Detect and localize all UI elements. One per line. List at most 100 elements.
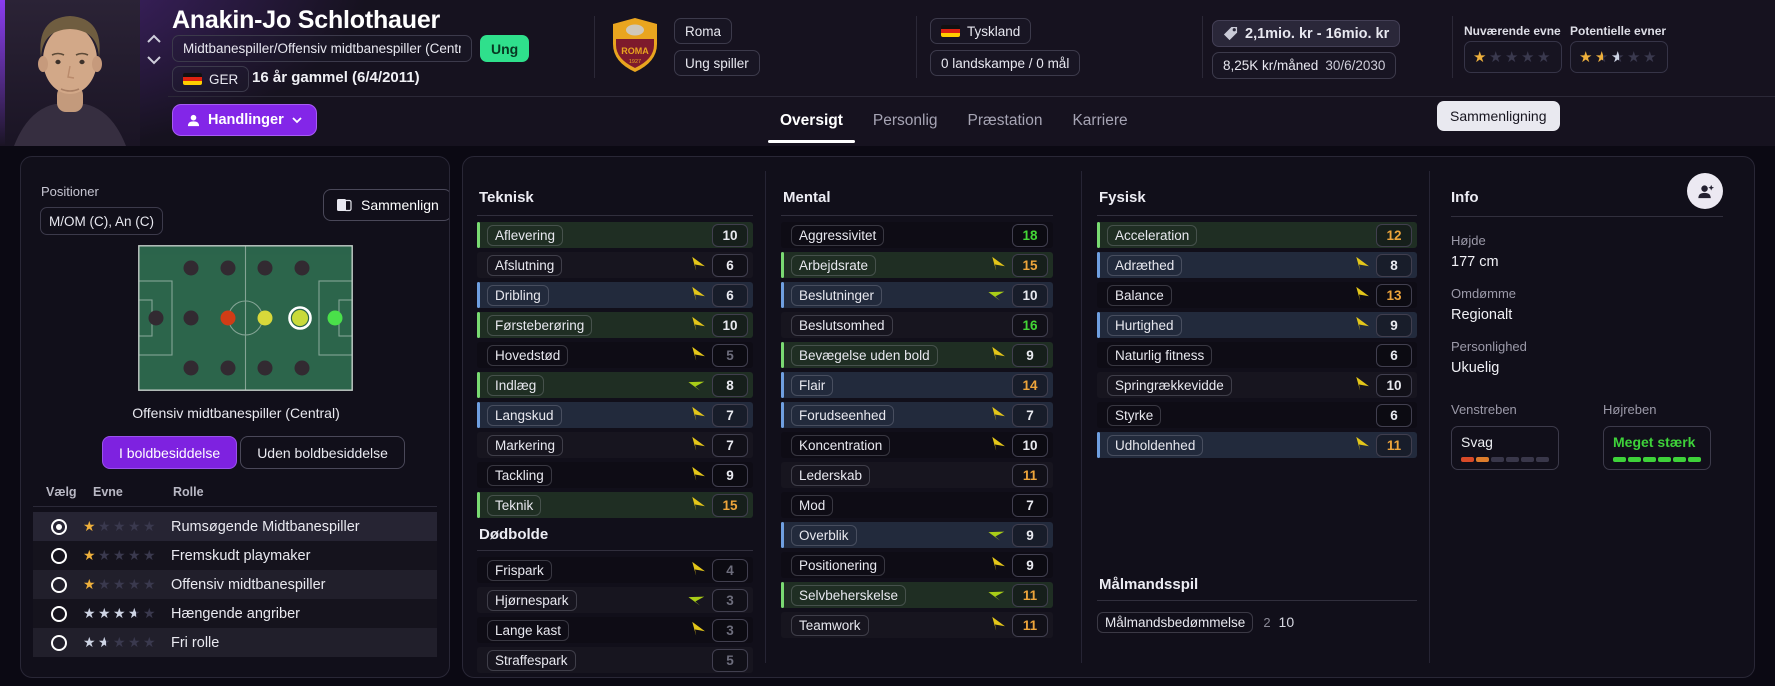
potential-ability-stars: ★ ★ ★ ★ ★ ★ ★	[1570, 41, 1668, 73]
player-header: Anakin-Jo Schlothauer Midtbanespiller/Of…	[0, 0, 1775, 146]
attribute-row[interactable]: Udholdenhed 11	[1097, 432, 1417, 458]
role-row[interactable]: ★★★★★★Fri rolle	[33, 628, 437, 657]
club-crest[interactable]: ROMA 1927	[612, 17, 658, 73]
tab-personlig[interactable]: Personlig	[872, 112, 938, 129]
trend-down-arrow-icon	[990, 556, 1006, 572]
attribute-label: Springrækkevidde	[1107, 374, 1232, 396]
attribute-row[interactable]: Tackling 9	[477, 462, 753, 488]
attribute-value: 9	[712, 463, 748, 487]
attribute-label: Aflevering	[487, 224, 564, 246]
tab-oversigt[interactable]: Oversigt	[768, 96, 855, 146]
attribute-row[interactable]: Forudseenhed 7	[781, 402, 1053, 428]
nation-chip[interactable]: Tyskland	[930, 18, 1032, 44]
transfer-value-chip[interactable]: 2,1mio. kr - 16mio. kr	[1212, 20, 1401, 47]
attribute-row[interactable]: Naturlig fitness 6	[1097, 342, 1417, 368]
attribute-row[interactable]: Lederskab 11	[781, 462, 1053, 488]
attribute-row[interactable]: Teknik 15	[477, 492, 753, 518]
actions-button[interactable]: Handlinger	[172, 104, 317, 136]
star-icon: ★	[83, 604, 96, 621]
caps-goals-chip[interactable]: 0 landskampe / 0 mål	[930, 50, 1081, 76]
player-photo	[0, 0, 140, 146]
position-chip[interactable]: Midtbanespiller/Offensiv midtbanespiller…	[172, 35, 472, 62]
attribute-row[interactable]: Afslutning 6	[477, 252, 753, 278]
attribute-row[interactable]: Hurtighed 9	[1097, 312, 1417, 338]
attribute-value: 15	[1012, 253, 1048, 277]
star-icon: ★	[113, 575, 126, 592]
comparison-button[interactable]: Sammenligning	[1437, 101, 1560, 131]
attribute-label: Positionering	[791, 554, 886, 576]
attribute-label: Indlæg	[487, 374, 545, 396]
attribute-value: 3	[712, 618, 748, 642]
role-radio-button[interactable]	[51, 518, 67, 535]
role-radio-button[interactable]	[51, 547, 67, 564]
attribute-row[interactable]: Beslutsomhed 16	[781, 312, 1053, 338]
possession-toggle-option[interactable]: Uden boldbesiddelse	[240, 436, 405, 469]
attribute-value: 10	[712, 223, 748, 247]
compare-button[interactable]: Sammenlign	[323, 189, 449, 221]
attribute-row[interactable]: Beslutninger 10	[781, 282, 1053, 308]
role-row[interactable]: ★ ★ ★ ★ ★ Offensiv midtbanespiller	[33, 570, 437, 599]
foot-strength-segment	[1506, 457, 1519, 462]
goalkeeping-row[interactable]: Målmandsbedømmelse 2 10	[1097, 609, 1417, 635]
attribute-row[interactable]: Bevægelse uden bold 9	[781, 342, 1053, 368]
attribute-row[interactable]: Styrke 6	[1097, 402, 1417, 428]
attribute-label: Markering	[487, 434, 564, 456]
attribute-row[interactable]: Hovedstød 5	[477, 342, 753, 368]
role-star-rating: ★★★★★★	[83, 605, 161, 623]
scout-report-icon[interactable]	[1687, 173, 1723, 209]
attribute-row[interactable]: Balance 13	[1097, 282, 1417, 308]
squad-status-chip[interactable]: Ung spiller	[674, 50, 760, 76]
attribute-row[interactable]: Springrækkevidde 10	[1097, 372, 1417, 398]
attribute-row[interactable]: Adræthed 8	[1097, 252, 1417, 278]
attribute-row[interactable]: Langskud 7	[477, 402, 753, 428]
role-row[interactable]: ★ ★ ★ ★ ★ Fremskudt playmaker	[33, 541, 437, 570]
star-icon: ★	[83, 575, 96, 592]
role-label: Hængende angriber	[171, 605, 300, 622]
attribute-row[interactable]: Acceleration 12	[1097, 222, 1417, 248]
attribute-row[interactable]: Aggressivitet 18	[781, 222, 1053, 248]
possession-toggle-option[interactable]: I boldbesiddelse	[102, 436, 238, 469]
attribute-row[interactable]: Lange kast 3	[477, 617, 753, 643]
price-tag-icon	[1223, 26, 1238, 41]
position-dot	[183, 310, 199, 326]
attribute-row[interactable]: Hjørnespark 3	[477, 587, 753, 613]
positions-value-chip[interactable]: M/OM (C), An (C)	[40, 207, 163, 235]
info-field: Omdømme Regionalt	[1451, 286, 1723, 323]
attribute-row[interactable]: Teamwork 11	[781, 612, 1053, 638]
club-chip[interactable]: Roma	[674, 18, 733, 44]
attribute-value: 7	[1012, 493, 1048, 517]
attribute-row[interactable]: Koncentration 10	[781, 432, 1053, 458]
star-icon: ★	[143, 517, 156, 534]
attribute-row[interactable]: Flair 14	[781, 372, 1053, 398]
star-icon: ★	[1521, 48, 1535, 66]
attribute-value: 11	[1012, 613, 1048, 637]
tab-præstation[interactable]: Præstation	[967, 112, 1043, 129]
next-player-button[interactable]	[146, 52, 166, 69]
attribute-row[interactable]: Frispark 4	[477, 557, 753, 583]
attribute-row[interactable]: Arbejdsrate 15	[781, 252, 1053, 278]
attribute-row[interactable]: Overblik 9	[781, 522, 1053, 548]
role-radio-button[interactable]	[51, 576, 67, 593]
attribute-row[interactable]: Markering 7	[477, 432, 753, 458]
attribute-row[interactable]: Selvbeherskelse 11	[781, 582, 1053, 608]
info-field-value: Ukuelig	[1451, 360, 1500, 376]
attribute-row[interactable]: Førsteberøring 10	[477, 312, 753, 338]
tab-karriere[interactable]: Karriere	[1072, 112, 1128, 129]
previous-player-button[interactable]	[146, 30, 166, 47]
attribute-row[interactable]: Positionering 9	[781, 552, 1053, 578]
attribute-row[interactable]: Aflevering 10	[477, 222, 753, 248]
role-row[interactable]: ★★★★★★ Hængende angriber	[33, 599, 437, 628]
attribute-row[interactable]: Indlæg 8	[477, 372, 753, 398]
right-foot-box: Meget stærk	[1603, 426, 1711, 470]
role-row[interactable]: ★ ★ ★ ★ ★ Rumsøgende Midtbanespiller	[33, 512, 437, 541]
attribute-row[interactable]: Dribling 6	[477, 282, 753, 308]
trend-down-arrow-icon	[690, 286, 706, 302]
wage-contract-chip[interactable]: 8,25K kr/måned 30/6/2030	[1212, 52, 1397, 79]
role-radio-button[interactable]	[51, 605, 67, 622]
attribute-row[interactable]: Mod 7	[781, 492, 1053, 518]
role-radio-button[interactable]	[51, 634, 67, 651]
attribute-row[interactable]: Straffespark 5	[477, 647, 753, 673]
star-icon: ★	[1627, 48, 1641, 66]
star-icon: ★	[1505, 48, 1519, 66]
nationality-chip[interactable]: GER	[172, 66, 250, 92]
